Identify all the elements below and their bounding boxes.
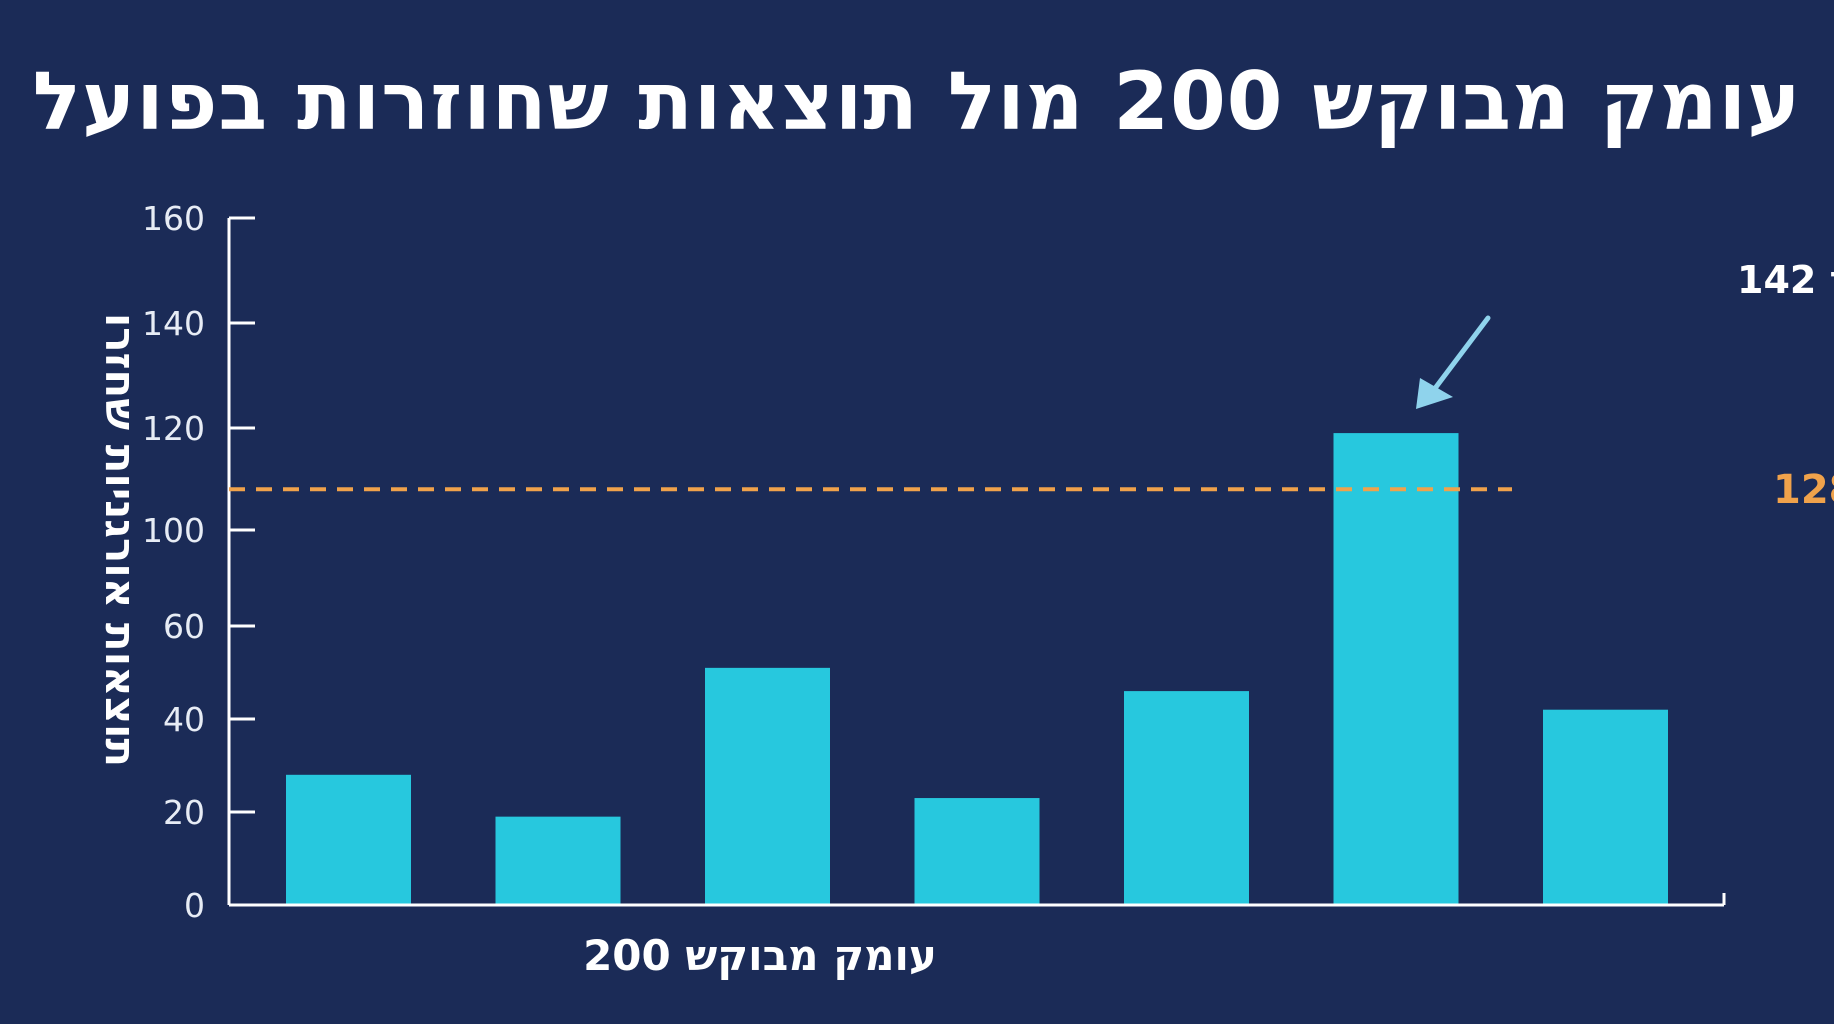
bars-group — [286, 433, 1668, 905]
y-axis-title: תוצאות אורגניות שחזרו — [96, 313, 145, 767]
reference-line-label: 128 עד 128 — [1773, 467, 1834, 513]
annotation-label: הדירוג העמוק ביותר 142 — [1737, 258, 1834, 302]
bar — [286, 774, 411, 905]
chart-title: עומק מבוקש 200 מול תוצאות שחוזרות בפועל — [32, 55, 1802, 148]
y-ticks-group: 0 20 40 60 100 120 140 160 — [142, 199, 255, 925]
bar — [1543, 709, 1668, 905]
bar — [495, 816, 621, 905]
bar — [1124, 691, 1249, 905]
x-axis-title: עומק מבוקש 200 — [583, 931, 937, 980]
y-tick-label: 120 — [142, 409, 205, 448]
bar — [1333, 433, 1459, 905]
x-axis — [229, 893, 1726, 907]
annotation-group: הדירוג העמוק ביותר 142 — [1416, 258, 1834, 409]
annotation-arrow-shaft — [1427, 315, 1491, 398]
y-tick-label: 40 — [163, 700, 205, 739]
annotation-arrow-head — [1416, 378, 1453, 409]
y-tick-label: 100 — [142, 511, 205, 550]
y-tick-label: 60 — [163, 607, 205, 646]
y-tick-label: 20 — [163, 793, 205, 832]
bar — [914, 798, 1040, 905]
reference-line-group: 128 עד 128 — [229, 467, 1834, 513]
y-tick-label: 0 — [184, 886, 205, 925]
bar — [705, 667, 830, 905]
y-tick-label: 140 — [142, 304, 205, 343]
y-tick-label: 160 — [142, 199, 205, 238]
